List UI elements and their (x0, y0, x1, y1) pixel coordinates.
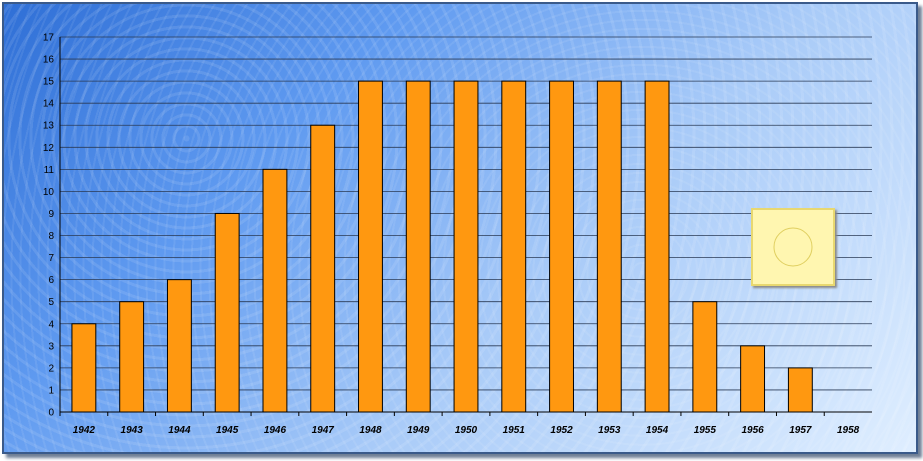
bar-1948 (358, 80, 383, 413)
x-tick-label: 1945 (216, 425, 239, 436)
x-tick-labels: 1942 1943 1944 1945 1946 1947 1948 1949 1950 1951… (73, 425, 860, 436)
x-tick-label: 1949 (407, 425, 430, 436)
y-tick-label: 2 (48, 363, 54, 374)
bar-1951 (501, 80, 527, 413)
chart-frame: 0 1 2 3 4 5 6 7 8 9 10 11 12 13 14 15 16 17 1942 1943 1944 1… (2, 2, 918, 454)
bar-1953 (596, 80, 622, 413)
x-tick-label: 1957 (789, 425, 812, 436)
x-tick-label: 1955 (694, 425, 717, 436)
x-tick-label: 1946 (264, 425, 287, 436)
y-tick-label: 8 (48, 231, 54, 242)
bar-1945 (214, 212, 240, 413)
x-tick-label: 1943 (121, 425, 144, 436)
bar-1942 (71, 323, 97, 413)
y-tick-label: 9 (48, 209, 54, 220)
x-tick-label: 1944 (168, 425, 191, 436)
y-tick-label: 14 (43, 99, 55, 110)
bar-1956 (740, 345, 766, 413)
bar-1957 (787, 367, 813, 413)
y-tick-label: 4 (48, 319, 54, 330)
x-tick-label: 1954 (646, 425, 669, 436)
x-tick-label: 1950 (455, 425, 478, 436)
x-tick-label: 1942 (73, 425, 96, 436)
y-tick-label: 11 (44, 165, 55, 176)
y-tick-label: 6 (48, 275, 54, 286)
y-tick-label: 10 (43, 187, 55, 198)
x-tick-label: 1956 (741, 425, 764, 436)
watermark-stamp (751, 208, 835, 286)
y-tick-label: 1 (48, 385, 54, 396)
y-tick-label: 17 (43, 33, 55, 44)
y-tick-label: 0 (48, 408, 54, 419)
bar-1943 (119, 301, 145, 413)
y-tick-label: 15 (43, 77, 55, 88)
bar-1946 (262, 168, 288, 413)
bar-1955 (692, 301, 718, 413)
bar-1949 (405, 80, 431, 413)
y-tick-label: 16 (43, 55, 55, 66)
y-tick-label: 12 (43, 143, 55, 154)
y-tick-label: 7 (48, 253, 54, 264)
watermark-logo (773, 227, 813, 267)
x-tick-label: 1947 (312, 425, 335, 436)
bar-1947 (310, 124, 336, 413)
x-tick-label: 1953 (598, 425, 621, 436)
bars (71, 80, 813, 413)
x-tick-label: 1948 (359, 425, 382, 436)
axes (59, 37, 872, 416)
bar-1944 (166, 279, 192, 413)
x-tick-label: 1951 (503, 425, 526, 436)
x-tick-label: 1958 (837, 425, 860, 436)
bar-1950 (453, 80, 479, 413)
bar-1952 (549, 80, 574, 413)
y-tick-label: 3 (48, 341, 54, 352)
bar-1954 (644, 80, 670, 413)
x-tick-label: 1952 (550, 425, 573, 436)
y-tick-label: 5 (48, 297, 54, 308)
y-tick-label: 13 (43, 121, 55, 132)
